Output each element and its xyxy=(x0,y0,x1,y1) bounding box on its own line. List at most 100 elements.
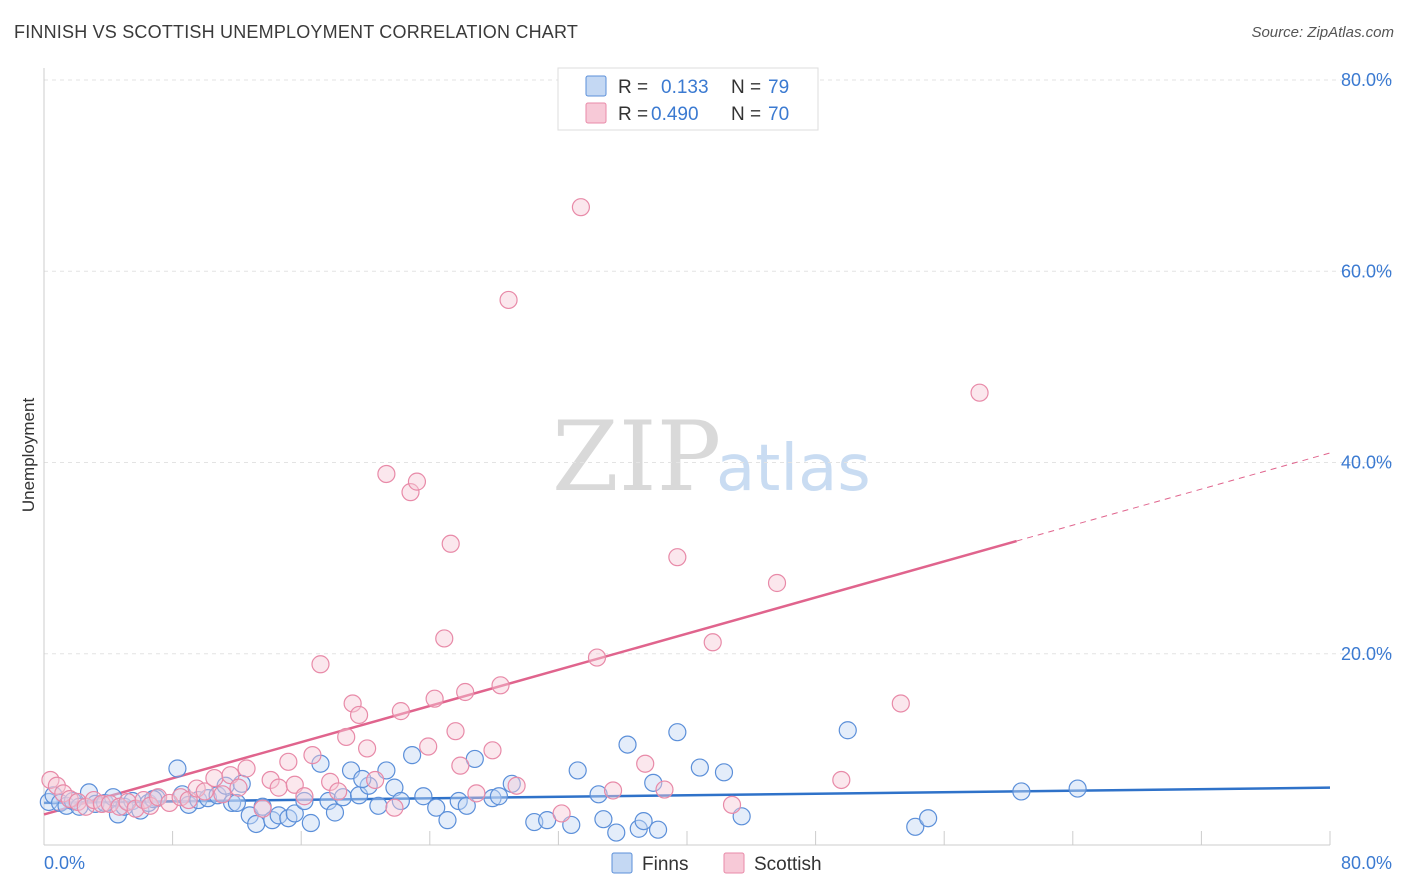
scottish-point-62 xyxy=(668,548,687,567)
finns-point-58 xyxy=(589,785,608,804)
finns-point-75 xyxy=(353,769,372,789)
finns-point-67 xyxy=(714,763,734,782)
y-tick-label-2: 60.0% xyxy=(1341,261,1392,281)
legend-swatch-scottish xyxy=(585,102,607,124)
bottom-legend-finns: Finns xyxy=(642,854,688,875)
scottish-point-19 xyxy=(195,782,214,801)
scottish-point-51 xyxy=(467,784,486,803)
scottish-point-23 xyxy=(229,778,248,797)
x-tick-label-0: 0.0% xyxy=(44,853,85,873)
scottish-point-68 xyxy=(970,383,989,402)
finns-point-73 xyxy=(1068,779,1087,798)
finns-point-26 xyxy=(247,814,266,834)
finns-point-31 xyxy=(285,804,304,823)
y-axis-label: Unemployment xyxy=(19,398,38,513)
scottish-point-28 xyxy=(279,752,298,771)
scottish-point-15 xyxy=(160,793,179,813)
scottish-point-65 xyxy=(767,573,787,593)
scottish-point-47 xyxy=(435,629,454,648)
finns-point-37 xyxy=(333,788,353,807)
scottish-point-38 xyxy=(358,739,377,758)
scottish-point-39 xyxy=(366,770,385,790)
finns-point-70 xyxy=(906,817,925,836)
scottish-point-56 xyxy=(552,804,571,823)
finns-point-48 xyxy=(438,811,457,830)
scottish-point-20 xyxy=(205,768,224,788)
finns-point-44 xyxy=(391,791,410,811)
finns-point-71 xyxy=(919,809,938,828)
scottish-point-48 xyxy=(441,534,460,553)
x-tick-label-1: 80.0% xyxy=(1341,853,1392,873)
finns-point-35 xyxy=(319,791,338,811)
finns-point-76 xyxy=(457,796,476,815)
scottish-point-55 xyxy=(507,776,526,795)
y-tick-label-1: 40.0% xyxy=(1341,453,1392,473)
scottish-point-53 xyxy=(491,676,510,695)
scottish-point-45 xyxy=(419,737,438,756)
scottish-point-35 xyxy=(337,727,356,747)
finns-point-33 xyxy=(301,813,320,833)
scottish-point-52 xyxy=(483,741,502,760)
finns-point-41 xyxy=(369,796,388,815)
finns-point-60 xyxy=(607,823,626,842)
scottish-point-37 xyxy=(349,705,369,725)
finns-point-77 xyxy=(227,793,246,813)
finns-point-72 xyxy=(1012,782,1031,801)
scottish-point-61 xyxy=(655,780,674,799)
scottish-point-58 xyxy=(587,648,607,667)
chart-title: FINNISH VS SCOTTISH UNEMPLOYMENT CORRELA… xyxy=(14,22,579,42)
finns-trend-line xyxy=(43,786,1331,805)
legend-finns-r-label: R = xyxy=(618,77,648,98)
scottish-point-42 xyxy=(391,702,410,721)
finns-point-74 xyxy=(618,735,637,754)
scottish-point-50 xyxy=(456,682,475,702)
legend-scottish-n-value: 70 xyxy=(768,104,789,125)
finns-point-59 xyxy=(594,810,613,829)
legend-scottish-n-label: N = xyxy=(731,104,761,125)
finns-point-45 xyxy=(403,746,422,765)
finns-point-62 xyxy=(634,811,653,831)
finns-point-16 xyxy=(168,759,187,778)
scottish-point-69 xyxy=(451,756,470,775)
scottish-point-60 xyxy=(636,754,655,773)
scottish-point-31 xyxy=(303,746,322,765)
scottish-point-21 xyxy=(213,785,232,804)
finns-point-36 xyxy=(325,803,345,822)
scottish-point-63 xyxy=(703,633,722,652)
bottom-legend-swatch-finns xyxy=(611,852,633,874)
tick-labels: 20.0% 40.0% 60.0% 80.0% 0.0% 80.0% xyxy=(44,70,1392,873)
scottish-point-27 xyxy=(269,778,288,797)
scottish-point-34 xyxy=(329,782,348,801)
finns-point-47 xyxy=(427,798,446,817)
watermark-atlas: atlas xyxy=(716,432,871,506)
scottish-point-14 xyxy=(149,788,168,807)
legend-finns-r-value: 0.133 xyxy=(661,77,709,98)
finns-point-64 xyxy=(648,820,668,839)
finns-point-66 xyxy=(690,758,709,777)
finns-point-46 xyxy=(414,787,433,806)
scottish-point-54 xyxy=(499,290,518,310)
scottish-point-40 xyxy=(377,464,396,484)
bottom-legend-swatch-scottish xyxy=(723,852,745,874)
top-legend: R = 0.133 N = 79 R = 0.490 N = 70 xyxy=(557,67,819,131)
scottish-point-25 xyxy=(253,799,272,818)
scottish-point-57 xyxy=(571,198,591,217)
scottish-point-44 xyxy=(407,472,427,491)
y-tick-label-3: 80.0% xyxy=(1341,70,1392,90)
finns-point-52 xyxy=(489,787,509,806)
scottish-point-46 xyxy=(425,689,444,708)
finns-point-69 xyxy=(838,721,857,740)
scottish-point-32 xyxy=(311,655,330,674)
scottish-point-24 xyxy=(237,759,256,778)
axes xyxy=(43,68,1331,846)
legend-finns-n-value: 79 xyxy=(768,77,789,98)
finns-point-57 xyxy=(568,761,587,780)
scottish-point-30 xyxy=(295,787,314,806)
source-label: Source: ZipAtlas.com xyxy=(1251,24,1394,41)
scottish-point-41 xyxy=(385,798,404,817)
scottish-point-49 xyxy=(446,722,465,741)
legend-swatch-finns xyxy=(585,75,607,97)
scottish-point-59 xyxy=(603,781,623,800)
bottom-legend: Finns Scottish xyxy=(611,852,822,875)
y-tick-label-0: 20.0% xyxy=(1341,644,1392,664)
